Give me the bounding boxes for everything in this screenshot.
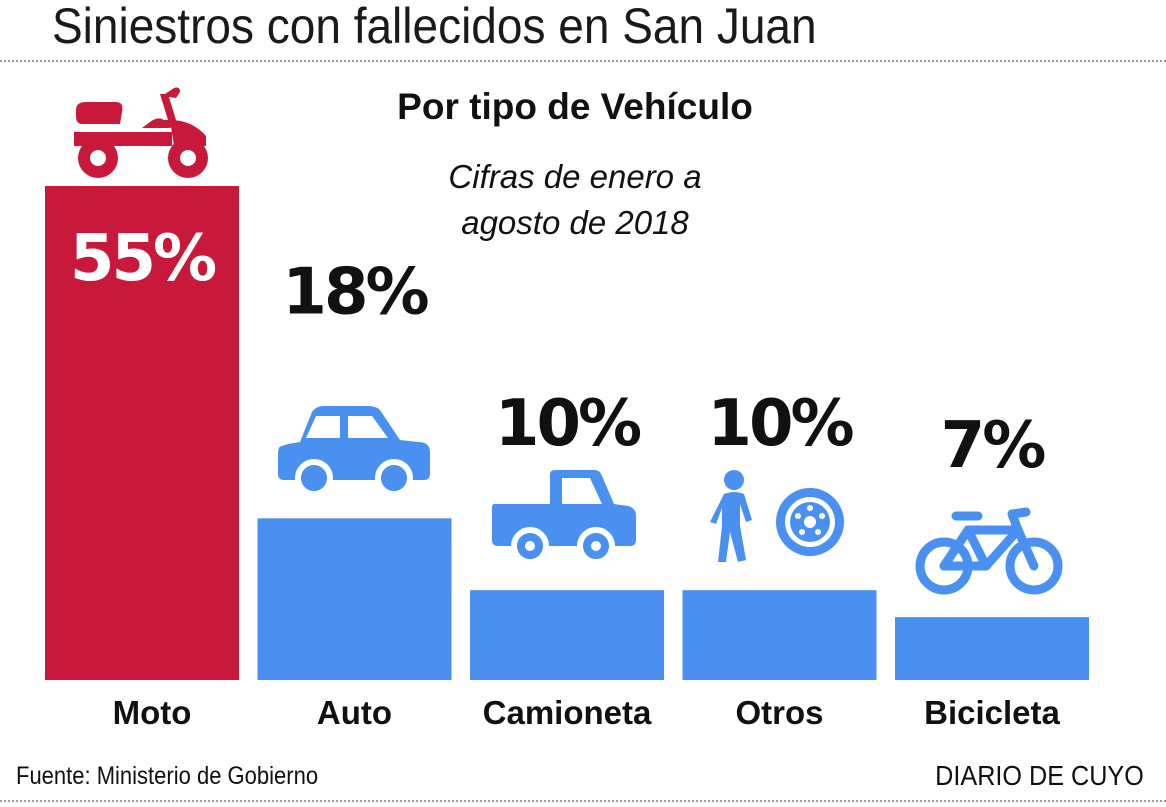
brand-name: DIARIO DE CUYO [935, 760, 1144, 791]
category-label: Bicicleta [924, 694, 1060, 731]
chart-title: Siniestros con fallecidos en San Juan [52, 0, 817, 54]
chart-subtitle: Por tipo de Vehículo [397, 86, 753, 127]
value-label: 18% [282, 255, 428, 329]
note-line-1: Cifras de enero a [448, 158, 702, 195]
category-label: Moto [113, 694, 192, 731]
bar-moto [45, 186, 239, 680]
source-note: Fuente: Ministerio de Gobierno [16, 762, 319, 790]
scooter-icon [74, 87, 208, 178]
pickup-truck-icon [492, 470, 636, 565]
bar-otros [682, 590, 877, 680]
car-icon [278, 406, 430, 496]
note-line-2: agosto de 2018 [461, 204, 689, 241]
value-label: 10% [707, 387, 853, 461]
category-label: Otros [735, 694, 823, 731]
pedestrian-and-tire-icon [710, 470, 844, 562]
bar-camioneta [470, 590, 664, 680]
bottom-divider [0, 800, 1166, 802]
category-label: Camioneta [483, 694, 652, 731]
value-label: 55% [70, 222, 216, 296]
bar-bicicleta [895, 617, 1089, 680]
bar-auto [257, 518, 452, 680]
category-label: Auto [317, 694, 392, 731]
value-label: 7% [941, 409, 1046, 483]
top-divider [0, 60, 1166, 62]
bicycle-icon [915, 507, 1063, 595]
value-label: 10% [495, 387, 641, 461]
date-range-note: Cifras de enero a agosto de 2018 [360, 154, 790, 246]
